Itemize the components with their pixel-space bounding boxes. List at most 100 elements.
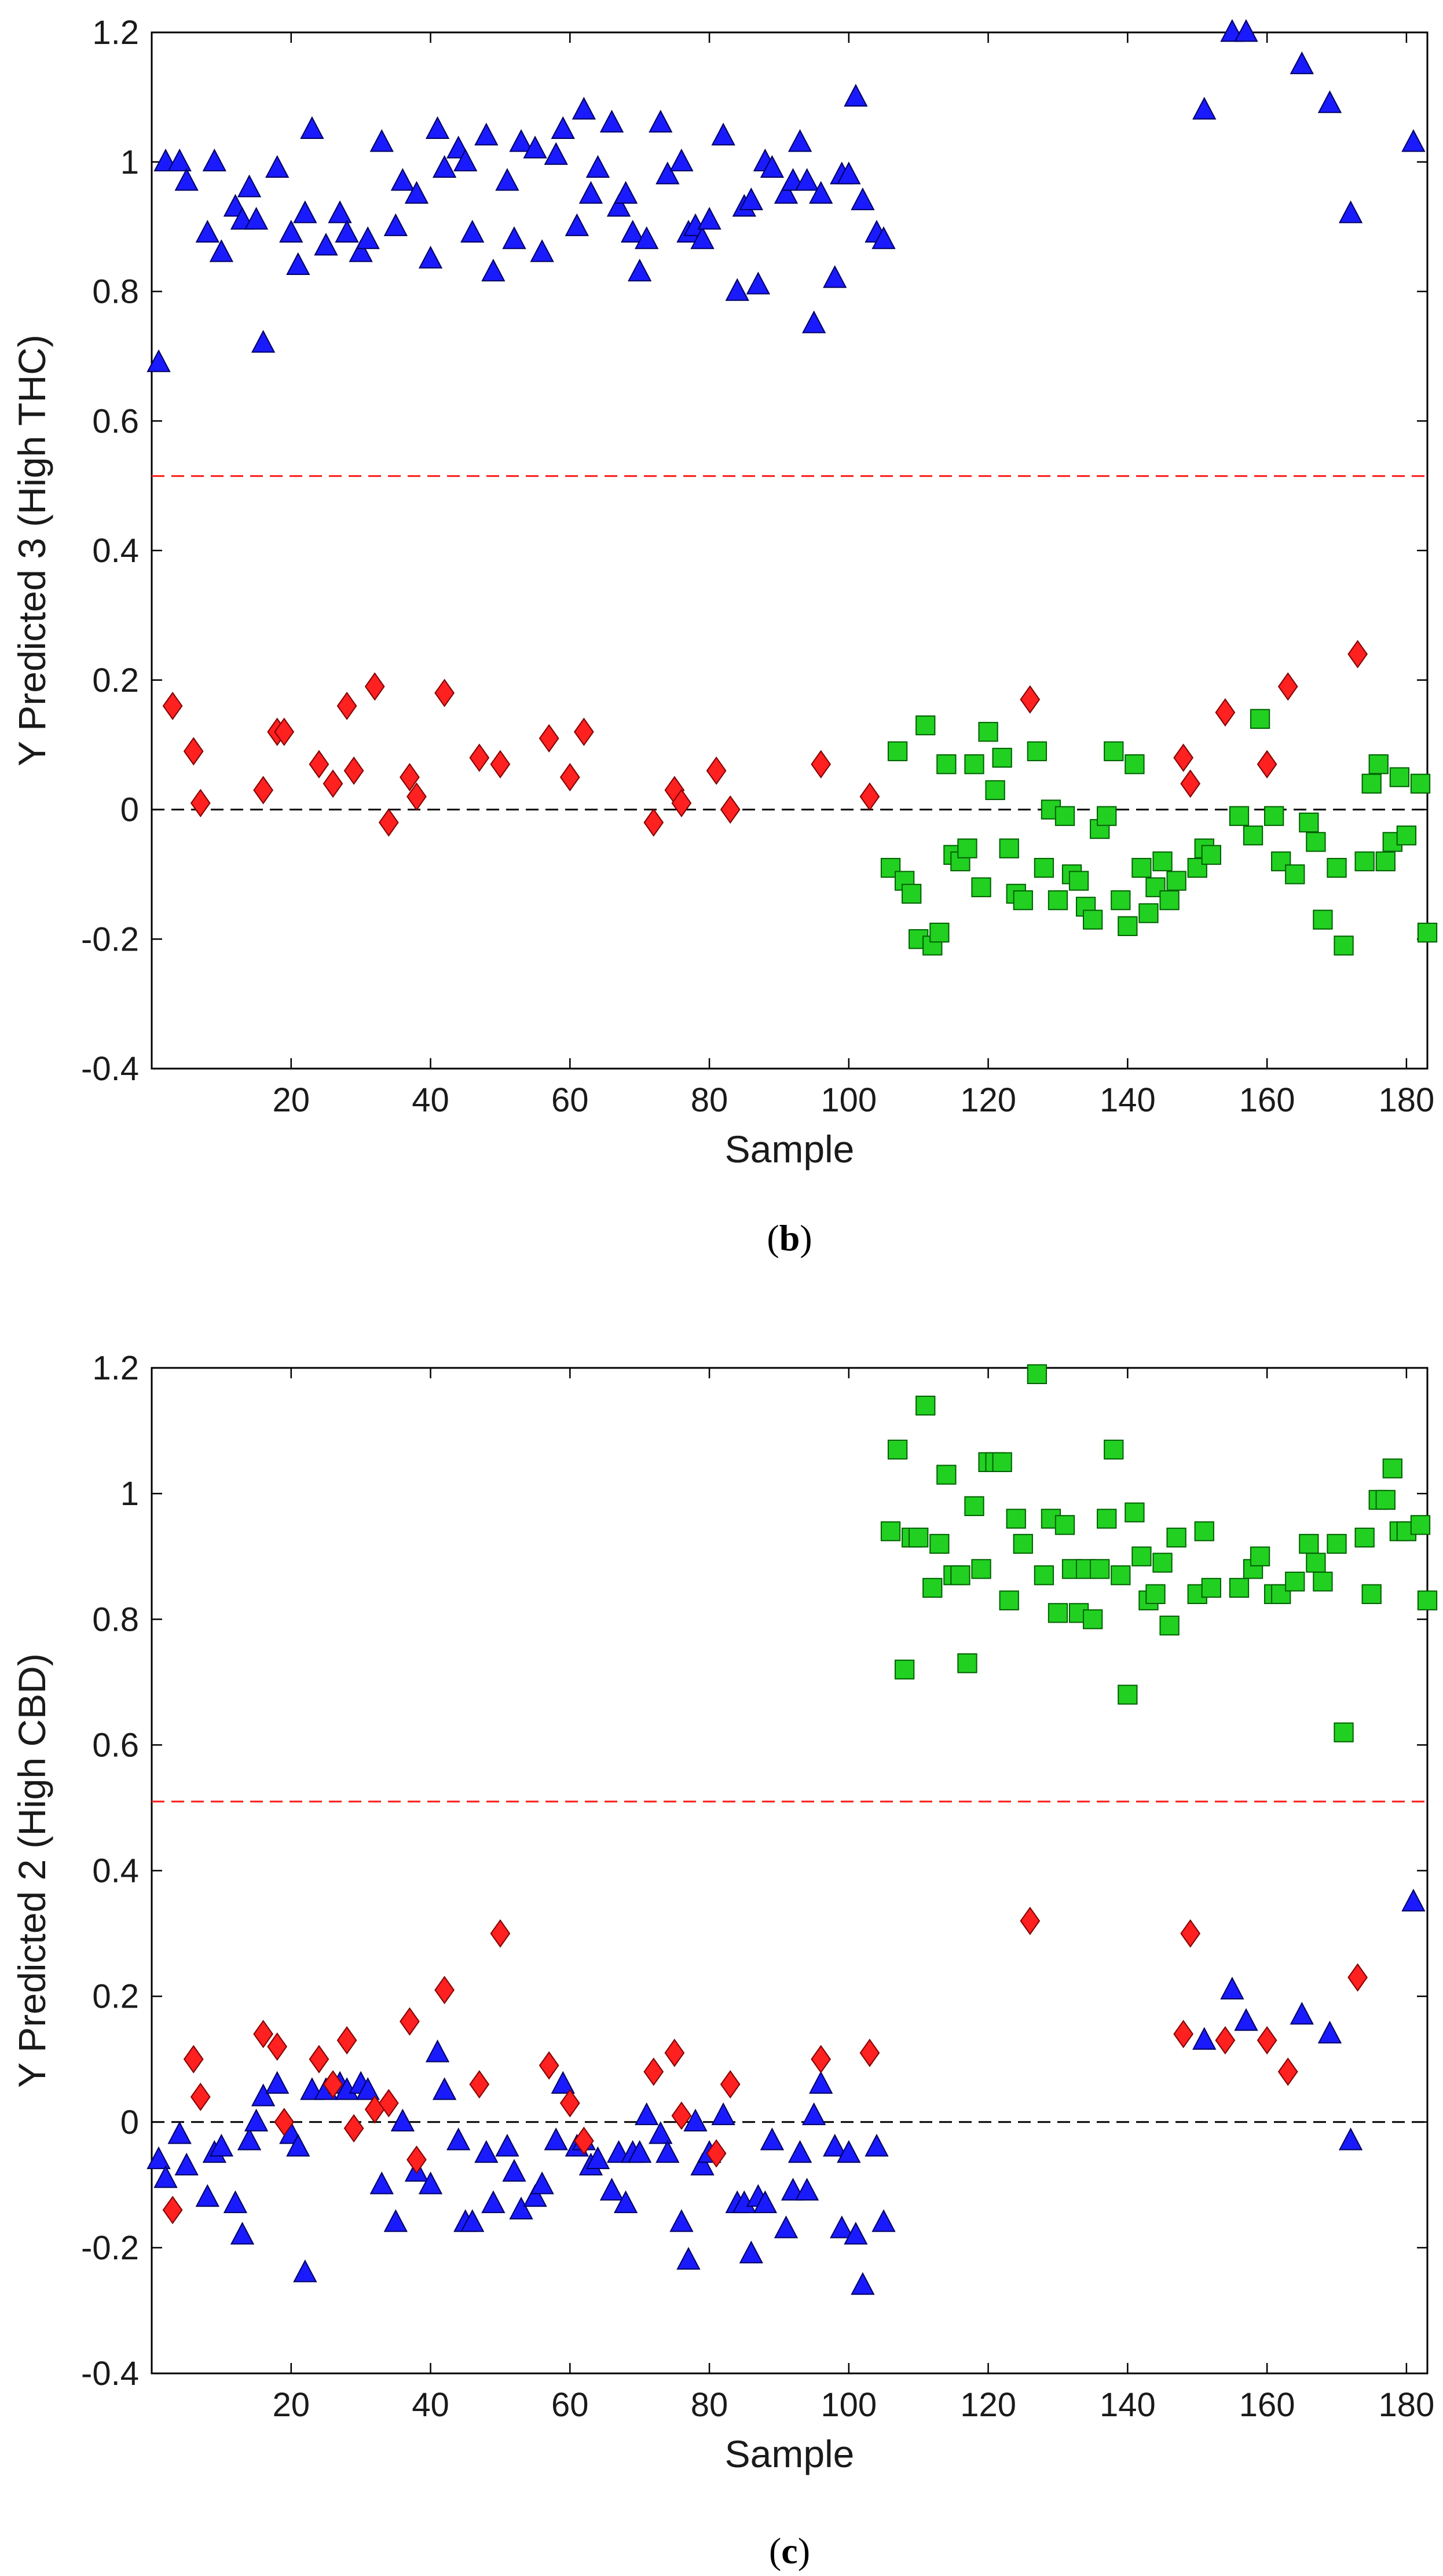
- y-tick-label: 0: [120, 791, 139, 829]
- triangle-point: [349, 239, 373, 262]
- x-tick-label: 60: [551, 2386, 589, 2424]
- square-point: [1068, 871, 1089, 891]
- triangle-point: [1401, 129, 1426, 152]
- triangle-point: [711, 2102, 735, 2126]
- triangle-point: [167, 2121, 192, 2144]
- triangle-point: [788, 129, 812, 152]
- diamond-point: [720, 795, 741, 824]
- y-axis-label: Y Predicted 3 (High THC): [10, 335, 53, 766]
- square-point: [1166, 871, 1186, 891]
- triangle-point: [244, 207, 269, 230]
- triangle-point: [153, 2165, 178, 2188]
- square-point: [1264, 806, 1284, 826]
- square-point: [1306, 832, 1326, 852]
- x-tick-label: 160: [1239, 2386, 1295, 2424]
- square-point: [1327, 1533, 1347, 1554]
- square-point: [1299, 1533, 1319, 1554]
- series-triangle-markers: [147, 19, 1426, 372]
- triangle-point: [237, 174, 262, 197]
- square-point: [936, 754, 957, 775]
- square-point: [915, 1395, 936, 1416]
- diamond-point: [859, 2038, 880, 2067]
- diamond-point: [1173, 2020, 1194, 2049]
- diamond-point: [671, 788, 692, 817]
- diamond-point: [573, 717, 594, 746]
- triangle-point: [1317, 90, 1342, 113]
- diamond-point: [811, 2045, 832, 2074]
- diamond-point: [183, 2045, 204, 2074]
- triangle-point: [432, 155, 457, 178]
- square-point: [1389, 767, 1409, 787]
- triangle-point: [1290, 51, 1314, 75]
- triangle-point: [293, 2259, 317, 2283]
- x-tick-label: 180: [1378, 1081, 1434, 1119]
- square-point: [1361, 773, 1382, 794]
- triangle-point: [774, 181, 799, 204]
- triangle-point: [265, 155, 290, 178]
- triangle-point: [1317, 2020, 1342, 2043]
- diamond-point: [706, 756, 727, 785]
- panel-caption: (b): [767, 1217, 812, 1258]
- triangle-point: [453, 148, 478, 171]
- square-point: [1334, 1722, 1354, 1742]
- square-point: [1354, 851, 1375, 872]
- diamond-point: [343, 756, 364, 785]
- triangle-point: [809, 181, 833, 204]
- triangle-point: [174, 2152, 199, 2175]
- diamond-point: [706, 2139, 727, 2168]
- square-point: [1306, 1553, 1326, 1573]
- square-point: [1027, 741, 1048, 761]
- diamond-point: [539, 724, 559, 753]
- square-point: [1417, 1590, 1438, 1610]
- y-tick-label: 0.6: [92, 402, 139, 440]
- triangle-point: [599, 109, 624, 133]
- triangle-point: [690, 2152, 715, 2175]
- triangle-point: [697, 207, 722, 230]
- x-tick-label: 120: [960, 1081, 1016, 1119]
- square-point: [1299, 812, 1319, 833]
- triangle-point: [195, 2184, 219, 2207]
- triangle-point: [837, 162, 861, 185]
- triangle-point: [1338, 2127, 1363, 2151]
- series-square-markers: [880, 709, 1438, 956]
- diamond-point: [1180, 1919, 1201, 1948]
- diamond-point: [162, 691, 183, 721]
- triangle-point: [544, 142, 568, 165]
- triangle-point: [460, 219, 485, 243]
- square-point: [1187, 858, 1207, 878]
- x-tick-label: 120: [960, 2386, 1016, 2424]
- triangle-point: [1192, 2027, 1217, 2050]
- square-point: [971, 1559, 991, 1579]
- square-point: [1131, 1546, 1152, 1566]
- triangle-point: [495, 2134, 519, 2157]
- x-tick-label: 180: [1378, 2386, 1434, 2424]
- y-tick-label: -0.4: [81, 1050, 139, 1088]
- diamond-point: [1020, 685, 1041, 714]
- series-diamond-markers: [162, 640, 1368, 837]
- square-point: [1054, 1515, 1075, 1535]
- triangle-point: [1234, 2008, 1258, 2031]
- square-point: [1159, 890, 1180, 911]
- square-point: [964, 754, 984, 775]
- x-tick-label: 140: [1100, 1081, 1156, 1119]
- triangle-point: [481, 258, 506, 282]
- triangle-point: [628, 258, 652, 282]
- triangle-point: [809, 2071, 833, 2094]
- square-point: [1159, 1615, 1180, 1636]
- triangle-point: [823, 2134, 847, 2157]
- square-point: [1375, 851, 1396, 872]
- square-point: [1152, 851, 1173, 872]
- y-tick-label: 1.2: [92, 14, 139, 52]
- diamond-point: [1020, 1906, 1041, 1935]
- triangle-point: [509, 2196, 533, 2219]
- triangle-point: [628, 2140, 652, 2163]
- square-point: [1250, 1546, 1270, 1566]
- square-point: [1027, 1364, 1048, 1385]
- square-point: [1104, 741, 1124, 761]
- square-point: [1125, 1502, 1145, 1522]
- square-point: [902, 883, 922, 904]
- square-point: [1375, 1489, 1396, 1510]
- triangle-point: [474, 2140, 499, 2163]
- diamond-point: [323, 2070, 343, 2099]
- square-point: [887, 741, 908, 761]
